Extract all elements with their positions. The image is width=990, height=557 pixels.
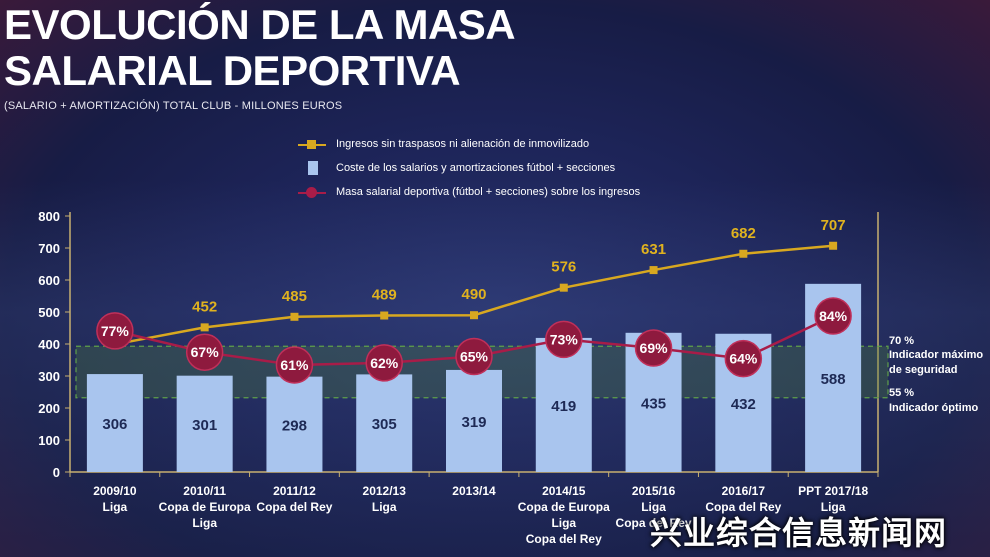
bar xyxy=(356,374,413,472)
percent-value-label: 61% xyxy=(280,357,309,373)
y-tick-label: 200 xyxy=(38,401,60,416)
percent-point xyxy=(724,339,763,378)
income-value-label: 489 xyxy=(372,287,397,304)
watermark: 兴业综合信息新闻网 xyxy=(650,515,948,551)
x-category-label: Liga xyxy=(821,500,846,514)
percent-value-label: 62% xyxy=(370,355,399,371)
income-point xyxy=(829,241,838,250)
income-value-label: 576 xyxy=(551,259,576,276)
x-category-label: 2015/16 xyxy=(632,484,676,498)
percent-point xyxy=(96,312,134,350)
bar-value-label: 301 xyxy=(192,417,217,434)
chart-subtitle: (SALARIO + AMORTIZACIÓN) TOTAL CLUB - MI… xyxy=(4,100,343,112)
percent-value-label: 65% xyxy=(460,348,489,364)
x-category-label: Copa de Europa xyxy=(159,500,251,514)
x-category-label: PPT 2017/18 xyxy=(798,484,868,498)
legend-square-marker xyxy=(307,140,316,149)
bar-value-label: 319 xyxy=(461,414,486,431)
x-category-label: 2016/17 xyxy=(722,484,766,498)
band-lower-text: Indicador óptimo xyxy=(889,402,979,414)
bar xyxy=(266,376,323,472)
band-upper-text-2: de seguridad xyxy=(889,364,957,376)
x-category-label: 2014/15 xyxy=(542,484,586,498)
y-tick-label: 100 xyxy=(38,433,60,448)
percent-point xyxy=(634,329,673,367)
y-tick-label: 700 xyxy=(38,241,60,256)
income-value-label: 490 xyxy=(461,286,486,303)
y-tick-label: 300 xyxy=(38,369,60,384)
income-point xyxy=(200,323,209,332)
income-point xyxy=(470,311,478,320)
percent-value-label: 84% xyxy=(819,308,848,324)
income-point xyxy=(739,249,748,258)
income-point xyxy=(290,312,299,321)
x-category-label: Liga xyxy=(551,516,576,530)
income-value-label: 707 xyxy=(821,217,846,234)
y-tick-label: 400 xyxy=(38,337,60,352)
percent-point xyxy=(545,320,583,359)
y-tick-label: 800 xyxy=(38,209,60,224)
x-category-label: Copa de Europa xyxy=(518,500,610,514)
bar-value-label: 419 xyxy=(551,398,576,415)
y-tick-label: 0 xyxy=(53,465,60,480)
chart-title: EVOLUCIÓN DE LA MASA SALARIAL DEPORTIVA xyxy=(4,1,516,94)
x-category-label: 2009/10 xyxy=(93,484,137,498)
income-value-label: 452 xyxy=(192,298,217,315)
percent-value-label: 73% xyxy=(550,331,579,347)
bar-value-label: 435 xyxy=(641,395,666,412)
income-point xyxy=(649,266,658,275)
bar-value-label: 306 xyxy=(102,416,127,433)
bar-value-label: 305 xyxy=(372,416,397,433)
x-category-label: 2012/13 xyxy=(363,484,407,498)
band-upper-pct: 70 % xyxy=(889,335,914,347)
y-tick-label: 500 xyxy=(38,305,60,320)
percent-value-label: 77% xyxy=(101,323,130,339)
bar xyxy=(535,337,592,472)
x-category-label: 2010/11 xyxy=(183,484,226,498)
x-category-label: 2011/12 xyxy=(273,484,316,498)
percent-point xyxy=(814,297,852,335)
y-tick-label: 600 xyxy=(38,273,60,288)
percent-value-label: 69% xyxy=(640,340,669,356)
legend-label-ingresos: Ingresos sin traspasos ni alienación de … xyxy=(336,138,590,150)
bar-value-label: 298 xyxy=(282,417,307,434)
percent-point xyxy=(185,333,224,371)
bar xyxy=(446,369,502,472)
percent-point xyxy=(455,337,493,376)
band-lower-pct: 55 % xyxy=(889,387,914,399)
x-category-label: Liga xyxy=(641,500,666,514)
bar xyxy=(176,375,233,472)
legend-dot-marker xyxy=(306,187,317,198)
x-category-label: Copa del Rey xyxy=(526,532,602,546)
legend-bar-marker xyxy=(308,161,318,175)
band-upper-text-1: Indicador máximo xyxy=(889,349,983,361)
percent-point xyxy=(365,344,403,382)
bar xyxy=(86,374,143,472)
bar-value-label: 432 xyxy=(731,396,756,413)
percent-value-label: 67% xyxy=(191,344,220,360)
income-value-label: 485 xyxy=(282,288,307,305)
income-point xyxy=(380,311,389,320)
x-category-label: Liga xyxy=(372,500,397,514)
x-category-label: Liga xyxy=(103,500,128,514)
legend-label-masa: Masa salarial deportiva (fútbol + seccio… xyxy=(336,186,641,198)
income-point xyxy=(559,283,568,292)
x-category-label: 2013/14 xyxy=(452,484,496,498)
percent-point xyxy=(275,346,314,384)
title-line-1: EVOLUCIÓN DE LA MASA xyxy=(4,1,516,48)
x-category-label: Copa del Rey xyxy=(705,500,781,514)
title-line-2: SALARIAL DEPORTIVA xyxy=(4,47,461,94)
income-value-label: 682 xyxy=(731,225,756,242)
x-category-label: Copa del Rey xyxy=(616,516,692,530)
x-category-label: Copa del Rey xyxy=(256,500,332,514)
bar-value-label: 588 xyxy=(821,371,846,388)
income-value-label: 631 xyxy=(641,241,666,258)
percent-value-label: 64% xyxy=(729,351,758,367)
x-category-label: Liga xyxy=(192,516,217,530)
legend-label-coste: Coste de los salarios y amortizaciones f… xyxy=(336,162,616,174)
